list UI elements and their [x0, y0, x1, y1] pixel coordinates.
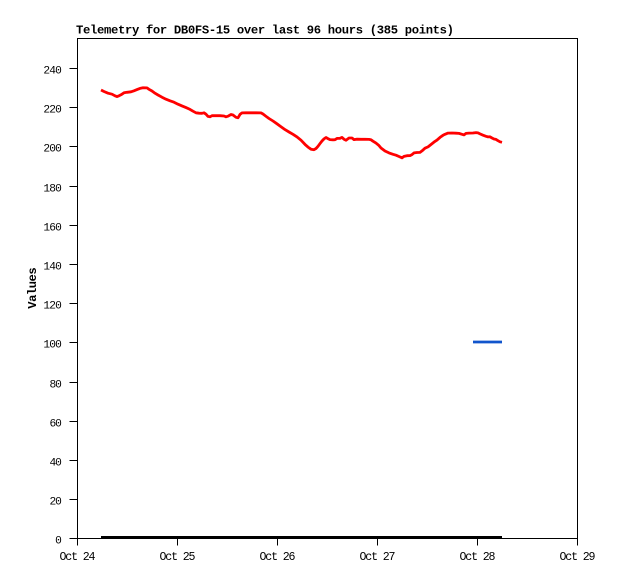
svg-text:40: 40 — [50, 458, 63, 470]
svg-text:Values: Values — [26, 267, 40, 308]
svg-text:120: 120 — [43, 301, 62, 313]
svg-text:20: 20 — [50, 497, 63, 509]
svg-text:100: 100 — [43, 340, 62, 352]
svg-text:180: 180 — [43, 184, 62, 196]
svg-text:Telemetry for DB0FS-15 over la: Telemetry for DB0FS-15 over last 96 hour… — [76, 24, 454, 38]
svg-text:140: 140 — [43, 262, 62, 274]
svg-text:Oct 24: Oct 24 — [60, 551, 96, 564]
svg-text:240: 240 — [43, 66, 62, 78]
svg-text:80: 80 — [50, 380, 63, 392]
svg-text:Oct 26: Oct 26 — [260, 551, 296, 564]
svg-text:0: 0 — [55, 536, 62, 548]
svg-text:200: 200 — [43, 144, 62, 156]
svg-text:Oct 29: Oct 29 — [560, 551, 596, 564]
svg-text:60: 60 — [50, 419, 63, 431]
svg-text:Oct 28: Oct 28 — [460, 551, 496, 564]
svg-text:220: 220 — [43, 105, 62, 117]
svg-text:Oct 25: Oct 25 — [160, 551, 196, 564]
svg-text:Oct 27: Oct 27 — [360, 551, 396, 564]
svg-text:160: 160 — [43, 223, 62, 235]
